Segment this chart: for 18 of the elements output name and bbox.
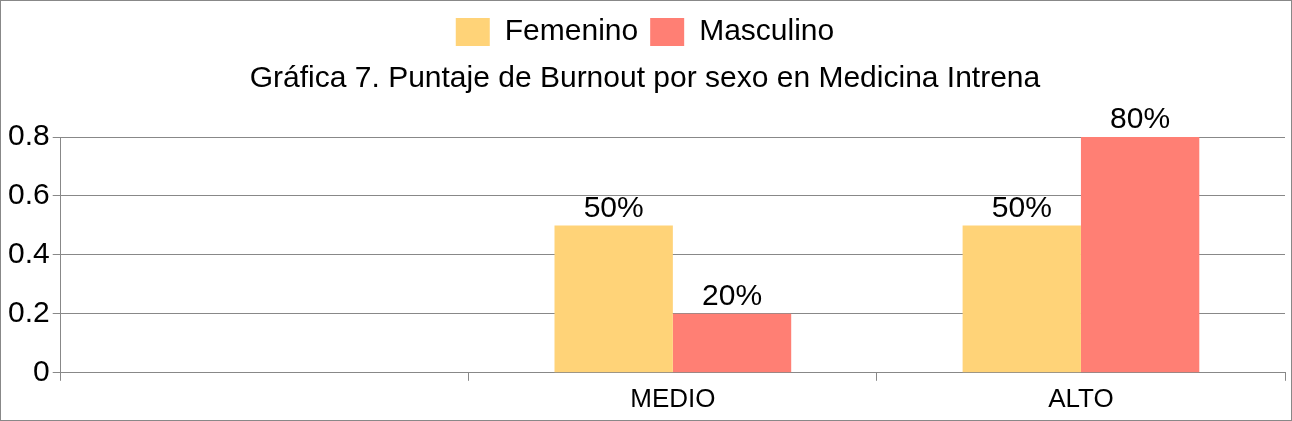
data-label: 50% <box>991 189 1052 223</box>
bar <box>554 225 673 373</box>
legend-label: Masculino <box>699 13 835 47</box>
bar <box>1080 137 1200 373</box>
chart-title: Gráfica 7. Puntaje de Burnout por sexo en Medicina Intrena <box>249 60 1041 94</box>
y-tick-label: 0 <box>33 354 50 388</box>
x-tick-label: MEDIO <box>630 382 716 413</box>
y-tick-label: 0.8 <box>7 118 50 152</box>
y-tick-label: 0.2 <box>7 295 50 329</box>
y-tick-label: 0.4 <box>7 236 50 270</box>
bar <box>672 313 792 373</box>
data-label: 80% <box>1110 101 1171 135</box>
legend-label: Femenino <box>504 13 639 47</box>
data-label: 50% <box>583 189 644 223</box>
bar <box>962 225 1081 373</box>
data-label: 20% <box>702 278 763 312</box>
x-tick-label: ALTO <box>1048 382 1114 413</box>
y-tick-label: 0.6 <box>7 177 50 211</box>
